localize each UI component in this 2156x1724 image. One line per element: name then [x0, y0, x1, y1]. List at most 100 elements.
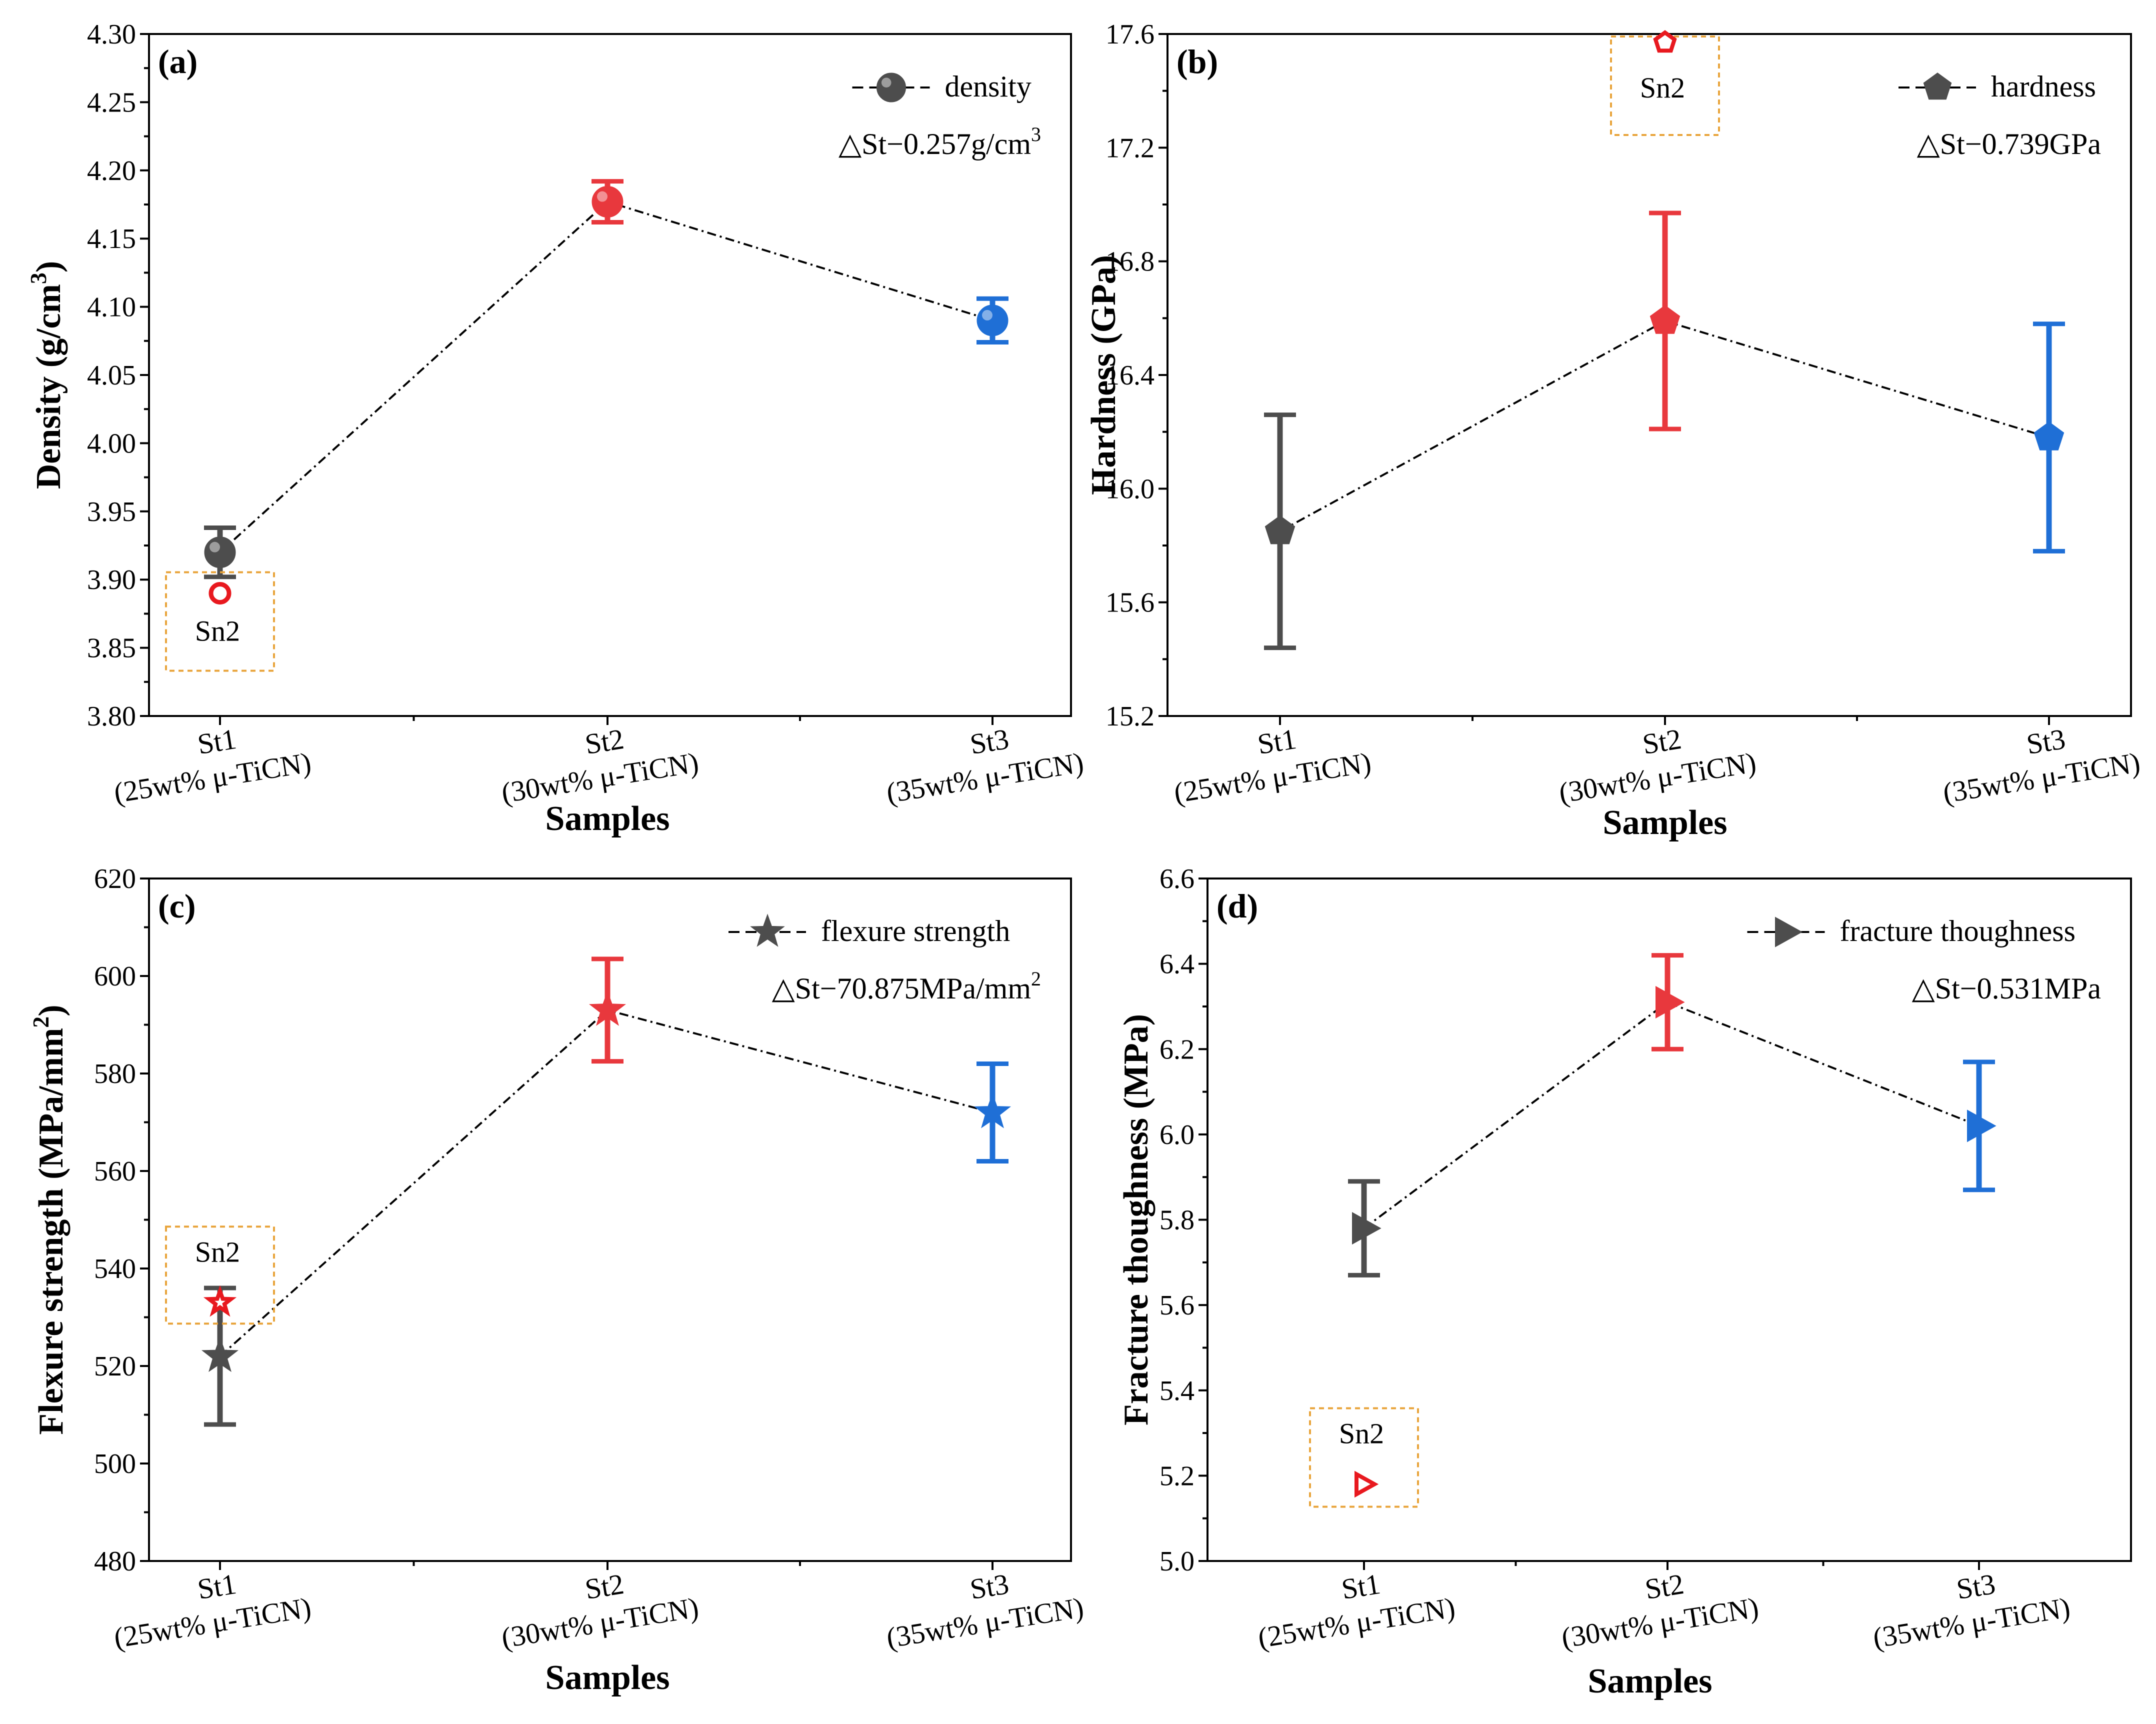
- legend-label: fracture thoughness: [1840, 914, 2076, 948]
- y-tick-label: 3.95: [87, 496, 136, 528]
- y-tick-label: 4.10: [87, 292, 136, 323]
- x-tick-label: St3: [968, 1568, 1012, 1606]
- sn2-marker: [1356, 1474, 1374, 1494]
- panel-label: (b): [1176, 42, 1218, 80]
- legend-marker: [1924, 74, 1950, 99]
- y-axis-title: Fracture thoughness (MPa): [1117, 1014, 1156, 1426]
- x-axis-title: Samples: [546, 800, 670, 838]
- x-tick-label-group: St2(30wt% μ-TiCN): [1554, 1556, 1760, 1654]
- x-tick-label-group: St3(35wt% μ-TiCN): [1935, 712, 2142, 810]
- y-tick-label: 4.20: [87, 156, 136, 186]
- legend: density: [852, 70, 1032, 103]
- x-tick-label: St1: [1256, 722, 1299, 760]
- x-tick-label-group: St3(35wt% μ-TiCN): [1865, 1556, 2072, 1654]
- sn2-label: Sn2: [195, 1236, 240, 1268]
- y-tick-label: 6.2: [1160, 1034, 1194, 1065]
- sn2-reference: Sn2: [1611, 32, 1719, 135]
- legend-marker: [752, 916, 782, 945]
- x-axis-title: Samples: [546, 1658, 670, 1697]
- legend-marker-highlight: [882, 78, 892, 88]
- sn2-reference: Sn2: [1310, 1408, 1418, 1506]
- y-tick-label: 3.85: [87, 633, 136, 664]
- sn2-label: Sn2: [195, 614, 240, 647]
- y-tick-label: 5.8: [1160, 1205, 1194, 1236]
- x-tick-label: St2: [1640, 722, 1684, 760]
- sn2-reference: Sn2: [166, 572, 274, 670]
- y-tick-label: 540: [94, 1254, 136, 1284]
- chart-figure: 3.80 3.85 3.90 3.95 4.00 4.05 4.10 4.15 4.20 4.25…: [0, 0, 2156, 1722]
- y-tick-label: 15.6: [1106, 588, 1154, 618]
- x-tick-label-group: St1(25wt% μ-TiCN): [1166, 712, 1373, 810]
- sn2-label: Sn2: [1339, 1417, 1384, 1450]
- y-axis-title: Flexure strength (MPa/mm2): [28, 1004, 70, 1434]
- y-tick-label: 4.25: [87, 87, 136, 118]
- y-tick-label: 4.05: [87, 360, 136, 391]
- sn2-marker: [1656, 32, 1674, 50]
- x-axis-title: Samples: [1588, 1662, 1712, 1700]
- panel-label: (a): [158, 42, 198, 80]
- data-point-highlight: [597, 192, 608, 202]
- data-point: [2035, 422, 2064, 450]
- delta-annotation: △St−70.875MPa/mm2: [772, 968, 1041, 1005]
- y-tick-label: 17.6: [1106, 19, 1154, 50]
- y-tick-label: 500: [94, 1448, 136, 1480]
- data-point: [978, 306, 1008, 336]
- x-tick-label-group: St2(30wt% μ-TiCN): [494, 1556, 700, 1654]
- y-tick-label: 5.6: [1160, 1290, 1194, 1321]
- x-tick-label-group: St1(25wt% μ-TiCN): [1250, 1556, 1457, 1654]
- legend-marker: [1776, 918, 1801, 946]
- y-tick-label: 4.30: [87, 19, 136, 50]
- chart-panel-3: 480 500 520 540 560 580 600 620 St1(25wt% μ-TiCN…: [28, 864, 1086, 1697]
- delta-annotation: △St−0.531MPa: [1912, 972, 2101, 1005]
- chart-panel-2: 15.2 15.6 16.0 16.4 16.8 17.2 17.6 St1(25wt% μ-…: [1084, 19, 2142, 842]
- legend: flexure strength: [728, 914, 1010, 948]
- x-tick-label: St1: [196, 1568, 239, 1606]
- y-tick-label: 620: [94, 864, 136, 894]
- legend-label: hardness: [1991, 70, 2096, 103]
- x-tick-label-group: St3(35wt% μ-TiCN): [878, 1556, 1086, 1654]
- sn2-marker: [209, 1291, 231, 1312]
- y-tick-label: 520: [94, 1351, 136, 1382]
- x-tick-label: St3: [1954, 1568, 1998, 1606]
- x-tick-label-group: St1(25wt% μ-TiCN): [106, 712, 313, 810]
- data-point: [1266, 516, 1294, 544]
- y-axis-title: Hardness (GPa): [1084, 255, 1123, 495]
- data-point: [205, 538, 235, 568]
- x-tick-label-group: St2(30wt% μ-TiCN): [494, 712, 700, 810]
- panel-label: (d): [1216, 887, 1258, 925]
- figure: 3.80 3.85 3.90 3.95 4.00 4.05 4.10 4.15 4.20 4.25…: [0, 0, 2156, 1722]
- y-tick-label: 3.80: [87, 701, 136, 732]
- x-tick-label: St1: [196, 722, 239, 760]
- y-tick-label: 4.15: [87, 224, 136, 254]
- x-tick-label: St2: [583, 722, 626, 760]
- y-tick-label: 5.2: [1160, 1460, 1194, 1492]
- y-tick-label: 6.0: [1160, 1120, 1194, 1150]
- sn2-marker: [211, 584, 229, 602]
- delta-annotation: △St−0.739GPa: [1917, 128, 2101, 160]
- x-tick-label: St3: [968, 722, 1012, 760]
- series-line: [1364, 1002, 1979, 1228]
- y-tick-label: 600: [94, 961, 136, 992]
- sn2-label: Sn2: [1640, 72, 1685, 104]
- y-tick-label: 3.90: [87, 564, 136, 596]
- legend-marker: [878, 74, 906, 102]
- panel-label: (c): [158, 887, 196, 925]
- y-tick-label: 560: [94, 1156, 136, 1187]
- y-tick-label: 15.2: [1106, 701, 1154, 732]
- data-point-highlight: [210, 542, 220, 552]
- legend-label: density: [945, 70, 1032, 103]
- y-tick-label: 580: [94, 1058, 136, 1090]
- data-point: [1651, 306, 1680, 333]
- y-tick-label: 17.2: [1106, 132, 1154, 164]
- y-axis-title: Density (g/cm3): [26, 261, 68, 490]
- x-tick-label: St1: [1340, 1568, 1383, 1606]
- series-line: [220, 202, 992, 552]
- sn2-reference: Sn2: [166, 1226, 274, 1324]
- delta-annotation: △St−0.257g/cm3: [838, 123, 1041, 160]
- legend: fracture thoughness: [1748, 914, 2076, 948]
- legend: hardness: [1898, 70, 2096, 103]
- y-tick-label: 4.00: [87, 428, 136, 459]
- x-tick-label-group: St1(25wt% μ-TiCN): [106, 1556, 313, 1654]
- x-tick-label: St2: [1643, 1568, 1686, 1606]
- y-tick-label: 5.4: [1160, 1376, 1194, 1406]
